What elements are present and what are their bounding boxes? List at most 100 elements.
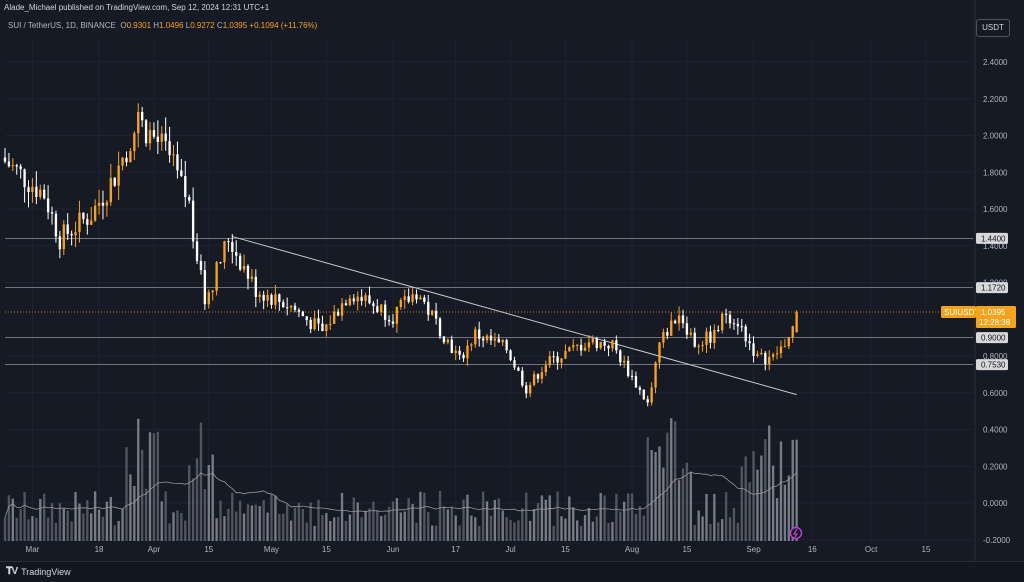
candle-body xyxy=(27,187,30,193)
candle-body xyxy=(399,300,402,308)
candle-body xyxy=(787,337,790,347)
volume-bar xyxy=(11,498,15,541)
volume-bar xyxy=(39,498,42,541)
open-label: O xyxy=(120,21,127,30)
volume-bar xyxy=(548,495,551,541)
candle-body xyxy=(333,311,336,324)
candle-body xyxy=(442,336,446,343)
volume-bar xyxy=(442,506,446,541)
close-label: C xyxy=(216,21,223,30)
volume-bar xyxy=(576,520,579,541)
candle-body xyxy=(689,332,693,335)
volume-bar xyxy=(215,518,218,541)
time-axis[interactable]: Mar 18 Apr 15 May 15 Jun 17 Jul 15 Aug 15 Sep 16 Oct 15 xyxy=(26,545,931,554)
volume-bar xyxy=(242,513,246,541)
candle-body xyxy=(160,133,163,142)
x-tick-label: May xyxy=(264,545,279,554)
volume-bar xyxy=(489,515,493,541)
x-tick-label: 15 xyxy=(682,545,691,554)
candle-body xyxy=(732,323,736,325)
volume-bar xyxy=(270,493,273,541)
candle-body xyxy=(387,319,391,322)
volume-bar xyxy=(7,495,11,541)
volume-bar xyxy=(329,520,332,541)
volume-bar xyxy=(470,515,473,541)
candle-body xyxy=(344,303,348,306)
tradingview-brand[interactable]: 𝐓V TradingView xyxy=(6,566,71,577)
volume-bar xyxy=(697,510,700,541)
candle-body xyxy=(564,351,567,359)
volume-bar xyxy=(423,492,426,541)
volume-bar xyxy=(223,516,226,541)
volume-bar xyxy=(376,510,379,541)
y-tick-label: 1.8000 xyxy=(983,168,1008,177)
volume-bar xyxy=(35,517,38,541)
volume-bar xyxy=(427,512,430,541)
volume-bar xyxy=(521,508,524,541)
volume-bar xyxy=(717,522,720,541)
candle-body xyxy=(105,202,109,206)
volume-bar xyxy=(779,441,783,541)
volume-bar xyxy=(705,493,708,541)
y-tick-label: 2.4000 xyxy=(983,58,1008,67)
candle-body xyxy=(552,356,555,358)
volume-bar xyxy=(309,502,312,541)
volume-bar xyxy=(231,492,234,541)
candle-body xyxy=(297,309,301,312)
candle-body xyxy=(356,296,359,302)
volume-bar xyxy=(728,517,732,541)
volume-bar xyxy=(344,520,348,541)
candle-body xyxy=(78,212,81,233)
candle-body xyxy=(748,341,751,344)
candle-body xyxy=(11,165,15,167)
candle-body xyxy=(125,157,128,163)
candle-body xyxy=(211,290,214,293)
volume-bar xyxy=(544,499,548,541)
x-tick-label: Oct xyxy=(865,545,878,554)
volume-bar xyxy=(90,513,93,541)
volume-bar xyxy=(176,510,179,541)
volume-bar xyxy=(58,503,62,541)
candle-body xyxy=(497,338,500,343)
candle-body xyxy=(278,294,281,302)
volume-bar xyxy=(658,446,661,541)
volume-bar xyxy=(462,499,465,541)
candle-body xyxy=(148,130,152,144)
currency-button[interactable]: USDT xyxy=(976,19,1010,37)
candle-body xyxy=(450,339,453,354)
candle-body xyxy=(199,261,203,271)
volume-bar xyxy=(266,512,269,541)
candle-body xyxy=(583,347,587,351)
candle-body xyxy=(721,313,724,331)
volume-bar xyxy=(501,510,504,541)
x-tick-label: 16 xyxy=(808,545,817,554)
volume-bar xyxy=(109,496,112,541)
volume-bar xyxy=(211,454,214,541)
high-label: H xyxy=(153,21,160,30)
volume-bar xyxy=(195,458,199,541)
candle-body xyxy=(607,345,610,349)
volume-bar xyxy=(395,498,399,541)
volume-bar xyxy=(450,506,453,541)
chart-grid xyxy=(5,40,973,541)
candle-body xyxy=(434,310,438,319)
footer-bar: 𝐓V TradingView xyxy=(0,561,1024,582)
lightning-icon[interactable] xyxy=(789,526,803,540)
volume-bar xyxy=(203,489,207,541)
price-axis[interactable]: 2.40002.20002.00001.80001.60001.40001.20… xyxy=(974,0,1024,561)
candle-body xyxy=(423,297,426,302)
candle-body xyxy=(15,165,18,167)
level-price-tag xyxy=(976,232,1008,244)
volume-bar xyxy=(630,493,634,541)
volume-bar xyxy=(568,496,571,541)
candle-body xyxy=(454,350,457,354)
candle-body xyxy=(478,329,481,339)
candle-body xyxy=(35,186,38,198)
volume-bar xyxy=(564,518,567,541)
volume-bars xyxy=(3,418,798,541)
candle-body xyxy=(293,305,297,310)
candle-body xyxy=(325,324,328,332)
candle-body xyxy=(619,350,622,363)
volume-bar xyxy=(188,465,191,541)
